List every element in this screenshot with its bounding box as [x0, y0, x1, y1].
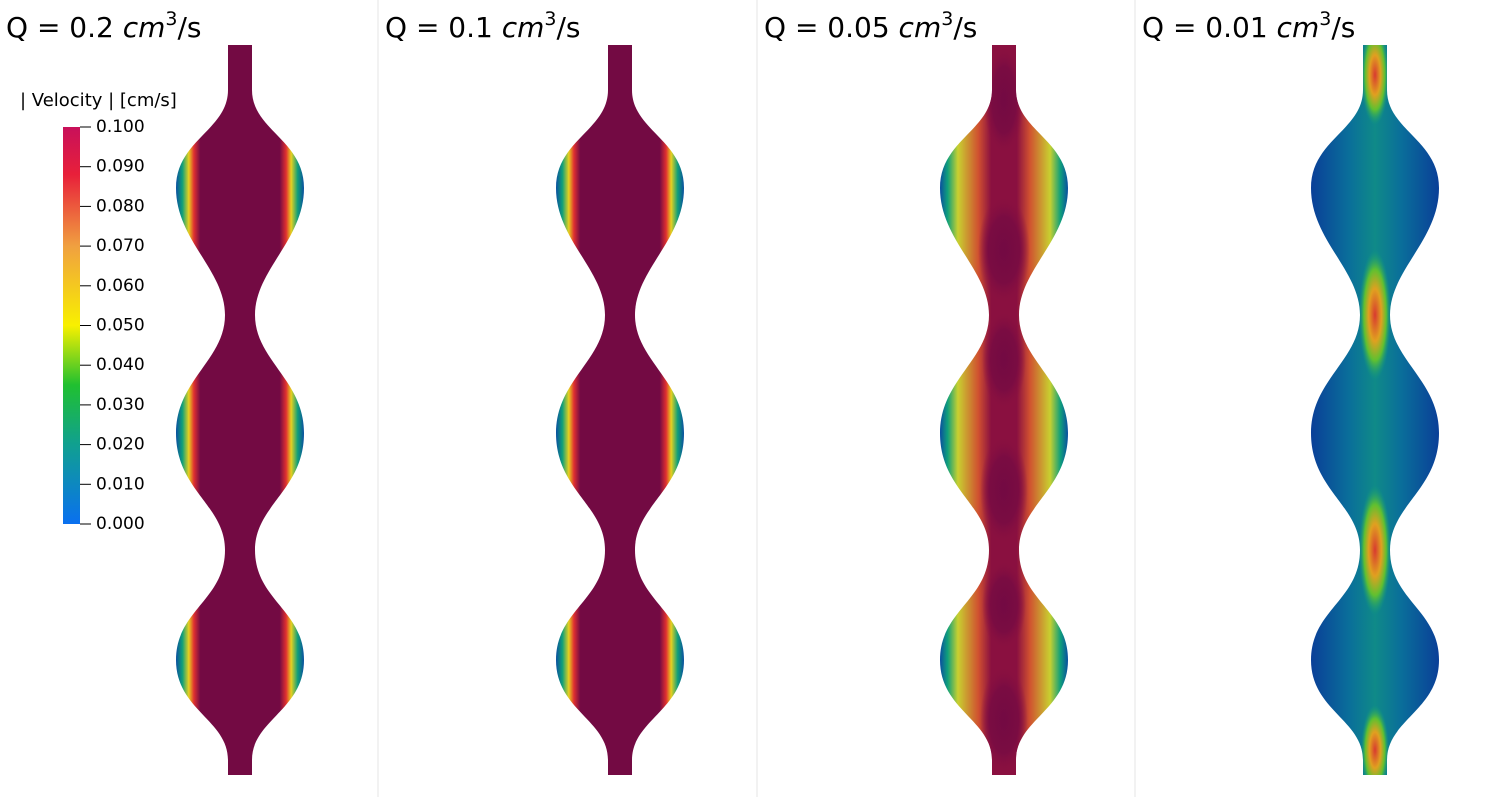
colorbar-title: | Velocity | [cm/s] [20, 90, 177, 111]
tick-label: 0.020 [96, 435, 145, 455]
vessel-render [556, 45, 684, 775]
vessel-render [940, 45, 1068, 775]
tick-label: 0.080 [96, 196, 145, 216]
tick-label: 0.000 [96, 514, 145, 534]
tick-label: 0.010 [96, 474, 145, 494]
colorbar [63, 127, 80, 524]
panel-titles: Q = 0.2 cm3/s Q = 0.1 cm3/s Q = 0.05 cm3… [6, 8, 1355, 44]
panel-title: Q = 0.1 cm3/s [385, 8, 581, 44]
vessel-render [1311, 45, 1439, 775]
tick-label: 0.040 [96, 355, 145, 375]
tick-label: 0.090 [96, 157, 145, 177]
tick-label: 0.050 [96, 316, 145, 336]
tick-label: 0.100 [96, 117, 145, 137]
panel-title: Q = 0.01 cm3/s [1142, 8, 1355, 44]
tick-label: 0.070 [96, 236, 145, 256]
panel-title: Q = 0.05 cm3/s [764, 8, 977, 44]
vessel-render [176, 45, 304, 775]
tick-label: 0.060 [96, 276, 145, 296]
tick-label: 0.030 [96, 395, 145, 415]
colorbar-ticks: 0.100 0.090 0.080 0.070 0.060 0.050 0.040 0.030… [80, 117, 145, 534]
panel-title: Q = 0.2 cm3/s [6, 8, 202, 44]
